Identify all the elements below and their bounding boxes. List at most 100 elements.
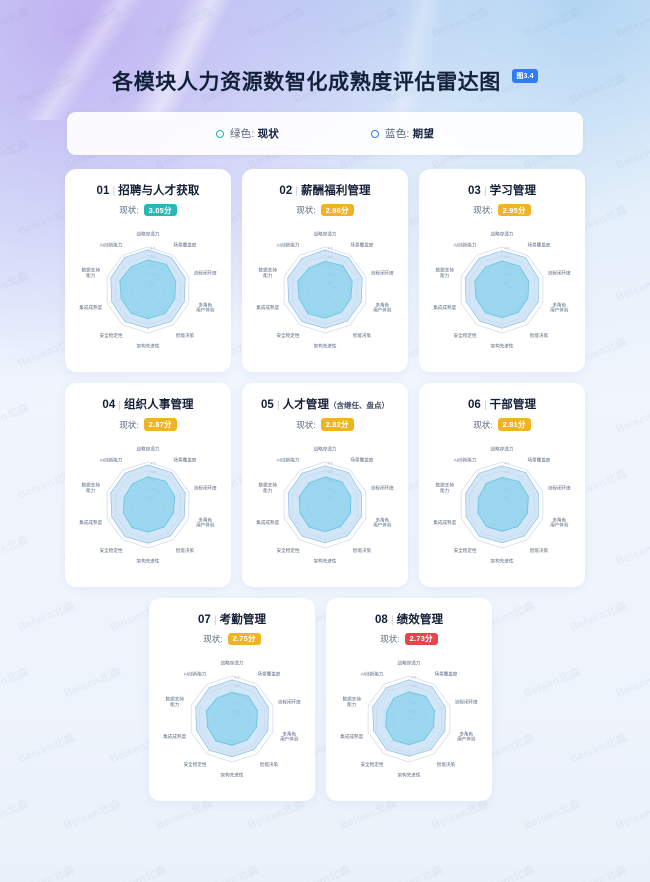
radar-axis-label: 战略穿透力 bbox=[314, 445, 337, 452]
card-number: 04 bbox=[102, 399, 116, 412]
radar-chart: 4.53.93.32.82.2战略穿透力场景覆盖度流程闭环度多角色用户体验智能决… bbox=[256, 231, 394, 350]
radar-series-current bbox=[206, 691, 258, 746]
radar-axis-label: 流程闭环度 bbox=[278, 698, 301, 705]
radar-chart: 4.53.93.32.82.2战略穿透力场景覆盖度流程闭环度多角色用户体验智能决… bbox=[433, 445, 571, 564]
radar-chart: 4.53.93.32.82.2战略穿透力场景覆盖度流程闭环度多角色用户体验智能决… bbox=[433, 231, 571, 350]
card-score-row: 现状: 2.75分 bbox=[153, 632, 311, 646]
score-badge: 3.05分 bbox=[143, 204, 177, 217]
radar-tick-label: 3.9 bbox=[412, 684, 417, 688]
header: 各模块人力资源数智化成熟度评估雷达图 图3.4 bbox=[0, 0, 650, 96]
score-label: 现状: bbox=[203, 633, 223, 644]
card-number: 08 bbox=[374, 613, 388, 626]
score-badge: 2.82分 bbox=[320, 418, 354, 431]
circle-outline-icon bbox=[371, 129, 379, 138]
radar-axis-label: 用户体验 bbox=[196, 307, 215, 314]
radar-tick-label: 4.5 bbox=[235, 676, 240, 680]
radar-axis-label: 能力 bbox=[170, 701, 180, 708]
card-separator: | bbox=[483, 400, 487, 412]
radar-axis-label: 数据支持 bbox=[82, 481, 101, 488]
radar-axis-label: AI创新能力 bbox=[277, 456, 300, 463]
module-card-01[interactable]: 01|招聘与人才获取现状:3.05分4.53.93.32.82.2战略穿透力场景… bbox=[65, 169, 231, 373]
radar-axis-label: 能力 bbox=[263, 272, 273, 279]
radar-axis-label: 用户体验 bbox=[550, 307, 569, 314]
card-module-name: 学习管理 bbox=[489, 185, 537, 197]
card-separator: | bbox=[276, 400, 280, 412]
radar-axis-label: 数据支持 bbox=[166, 696, 185, 703]
radar-chart: 4.53.93.32.82.2战略穿透力场景覆盖度流程闭环度多角色用户体验智能决… bbox=[79, 231, 217, 350]
radar-axis-label: AI创新能力 bbox=[361, 670, 384, 677]
radar-axis-label: 战略穿透力 bbox=[137, 445, 160, 452]
radar-axis-label: 场景覆盖度 bbox=[173, 242, 196, 249]
radar-axis-label: 架构先进性 bbox=[221, 772, 244, 779]
radar-container: 4.53.93.32.82.2战略穿透力场景覆盖度流程闭环度多角色用户体验智能决… bbox=[330, 649, 488, 793]
card-header: 08 | 绩效管理 现状: 2.73分 bbox=[330, 611, 488, 646]
radar-axis-label: AI创新能力 bbox=[100, 242, 123, 249]
score-badge: 2.87分 bbox=[143, 418, 177, 431]
radar-axis-label: 安全稳定性 bbox=[454, 547, 477, 554]
module-card-04[interactable]: 04|组织人事管理现状:2.87分4.53.93.32.82.2战略穿透力场景覆… bbox=[65, 383, 231, 587]
radar-chart: 4.53.93.32.82.2战略穿透力场景覆盖度流程闭环度多角色用户体验智能决… bbox=[340, 660, 478, 779]
radar-axis-label: 用户体验 bbox=[550, 521, 569, 528]
radar-tick-label: 3.9 bbox=[235, 684, 240, 688]
legend: 绿色: 现状 蓝色: 期望 bbox=[67, 112, 583, 155]
radar-axis-label: 架构先进性 bbox=[137, 557, 160, 564]
radar-axis-label: 能力 bbox=[86, 272, 96, 279]
radar-axis-label: 多角色 bbox=[552, 302, 566, 309]
radar-axis-label: 用户体验 bbox=[196, 521, 215, 528]
module-card-06[interactable]: 06|干部管理现状:2.81分4.53.93.32.82.2战略穿透力场景覆盖度… bbox=[419, 383, 585, 587]
module-card-05[interactable]: 05|人才管理（含继任、盘点）现状:2.82分 4.53.93.32.82.2战略… bbox=[242, 383, 408, 587]
radar-axis-label: 战略穿透力 bbox=[221, 660, 244, 667]
legend-value: 现状 bbox=[257, 128, 279, 140]
module-cards-grid: 01|招聘与人才获取现状:3.05分4.53.93.32.82.2战略穿透力场景… bbox=[65, 169, 585, 802]
radar-container: 4.53.93.32.82.2战略穿透力场景覆盖度流程闭环度多角色用户体验智能决… bbox=[153, 649, 311, 793]
radar-tick-label: 3.9 bbox=[505, 470, 510, 474]
legend-label: 蓝色: 期望 bbox=[385, 126, 434, 141]
card-separator: | bbox=[112, 186, 116, 197]
radar-series-current bbox=[477, 476, 529, 532]
card-title-row: 08 | 绩效管理 bbox=[330, 611, 488, 627]
radar-axis-label: 集成成熟度 bbox=[256, 519, 279, 526]
radar-axis-label: 智能决策 bbox=[530, 547, 549, 554]
radar-axis-label: AI创新能力 bbox=[454, 456, 477, 463]
score-label: 现状: bbox=[473, 205, 493, 216]
card-title-row: 07 | 考勤管理 bbox=[153, 611, 311, 627]
radar-axis-label: 集成成熟度 bbox=[256, 304, 279, 311]
radar-axis-label: 用户体验 bbox=[373, 307, 392, 314]
card-title-row: 05 | 人才管理（含继任、盘点） bbox=[246, 396, 404, 412]
background-light-streaks bbox=[0, 0, 650, 120]
radar-tick-label: 4.5 bbox=[505, 247, 510, 251]
module-card-07[interactable]: 07|考勤管理现状:2.75分4.53.93.32.82.2战略穿透力场景覆盖度… bbox=[149, 597, 315, 802]
radar-axis-label: 数据支持 bbox=[436, 267, 455, 274]
card-separator: | bbox=[483, 186, 487, 197]
radar-container: 4.53.93.32.82.2战略穿透力场景覆盖度流程闭环度多角色用户体验智能决… bbox=[423, 220, 581, 364]
radar-axis-label: 架构先进性 bbox=[314, 343, 337, 350]
radar-axis-label: 集成成熟度 bbox=[79, 519, 102, 526]
card-separator: | bbox=[213, 614, 217, 626]
radar-axis-label: 智能决策 bbox=[530, 332, 549, 339]
card-number: 01 bbox=[96, 185, 110, 197]
card-header: 05 | 人才管理（含继任、盘点） 现状: 2.82分 bbox=[246, 396, 404, 431]
radar-axis-label: 流程闭环度 bbox=[371, 270, 394, 277]
card-header: 07 | 考勤管理现状: 2.75分 bbox=[153, 611, 311, 646]
legend-prefix: 蓝色: bbox=[385, 128, 413, 140]
radar-axis-label: 场景覆盖度 bbox=[173, 456, 196, 463]
radar-container: 4.53.93.32.82.2战略穿透力场景覆盖度流程闭环度多角色用户体验智能决… bbox=[69, 435, 227, 579]
radar-axis-label: 能力 bbox=[86, 487, 96, 494]
radar-axis-label: 流程闭环度 bbox=[548, 484, 571, 491]
card-number: 03 bbox=[467, 185, 481, 197]
radar-axis-label: 数据支持 bbox=[259, 267, 278, 274]
radar-chart: 4.53.93.32.82.2战略穿透力场景覆盖度流程闭环度多角色用户体验智能决… bbox=[256, 445, 394, 564]
card-title-row: 04 | 组织人事管理 bbox=[69, 396, 227, 412]
legend-value: 期望 bbox=[412, 128, 435, 140]
module-card-03[interactable]: 03|学习管理现状:2.95分4.53.93.32.82.2战略穿透力场景覆盖度… bbox=[419, 169, 585, 373]
module-card-02[interactable]: 02|薪酬福利管理现状:2.96分4.53.93.32.82.2战略穿透力场景覆… bbox=[242, 169, 408, 373]
radar-tick-label: 4.5 bbox=[151, 461, 156, 465]
score-badge: 2.75分 bbox=[227, 632, 261, 646]
radar-chart: 4.53.93.32.82.2战略穿透力场景覆盖度流程闭环度多角色用户体验智能决… bbox=[163, 660, 301, 779]
radar-axis-label: 战略穿透力 bbox=[314, 231, 337, 238]
card-title-row: 02 | 薪酬福利管理 bbox=[246, 182, 404, 198]
score-label: 现状: bbox=[119, 205, 139, 216]
radar-axis-label: 场景覆盖度 bbox=[527, 456, 550, 463]
radar-axis-label: 数据支持 bbox=[259, 481, 278, 488]
